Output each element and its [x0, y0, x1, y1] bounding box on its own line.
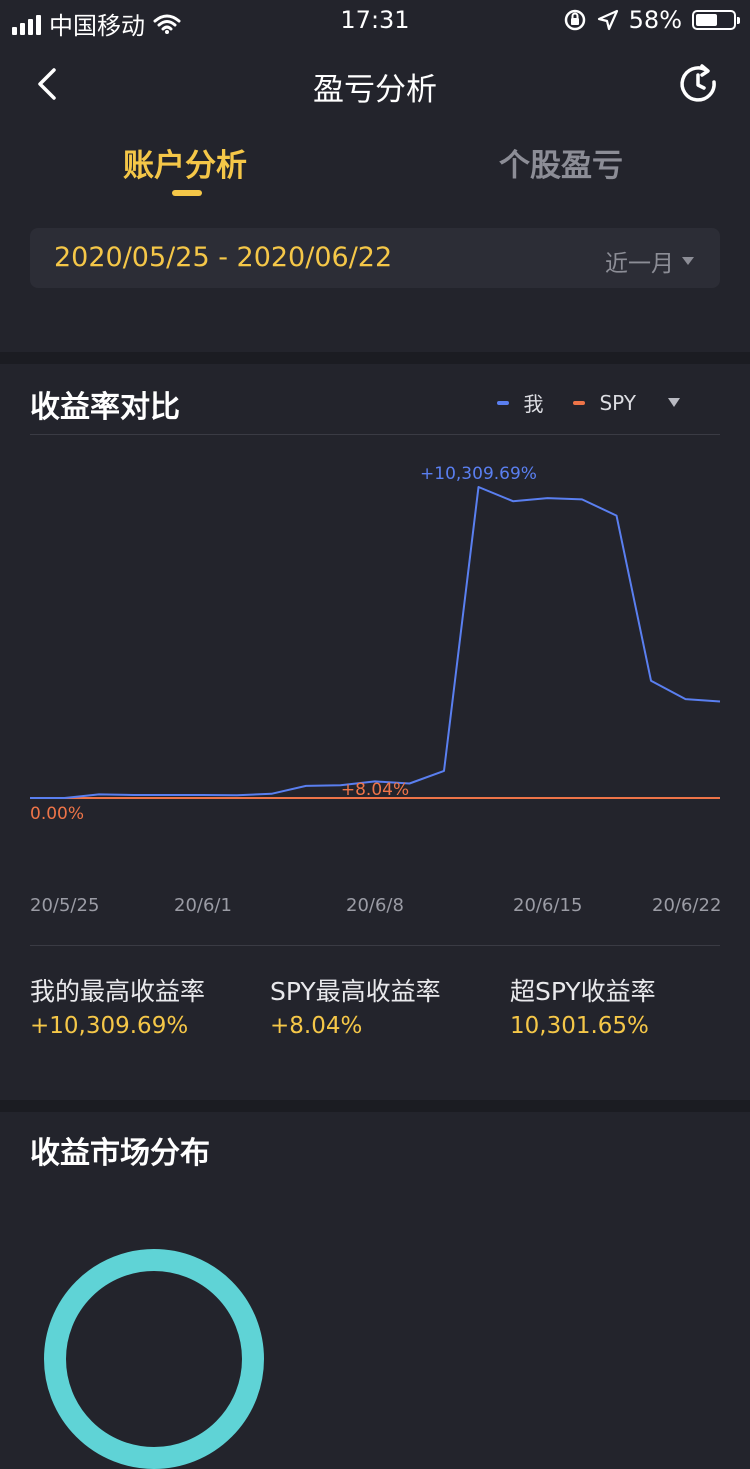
legend-item-spy[interactable]: SPY	[573, 391, 680, 415]
x-tick-label: 20/6/15	[513, 895, 583, 916]
location-arrow-icon	[597, 9, 618, 31]
battery-percent: 58%	[628, 6, 682, 34]
return-compare-chart: +10,309.69% +8.04% 0.00%	[30, 464, 721, 824]
date-range: 2020/05/25 - 2020/06/22	[54, 242, 393, 273]
chart-legend: 我 SPY	[497, 388, 680, 417]
status-bar: 中国移动 17:31 58%	[0, 0, 750, 40]
battery-icon	[692, 10, 740, 30]
legend-swatch-spy	[573, 400, 586, 405]
status-right: 58%	[563, 6, 740, 34]
nav-bar: 盈亏分析	[0, 40, 750, 128]
legend-item-mine: 我	[497, 388, 543, 417]
x-tick-label: 20/6/22	[652, 895, 722, 916]
stat-value-spy-max: +8.04%	[270, 1013, 363, 1039]
tab-account-analysis[interactable]: 账户分析	[123, 148, 247, 184]
legend-label-spy: SPY	[599, 390, 636, 415]
x-tick-label: 20/5/25	[30, 895, 100, 916]
market-distribution-ring	[44, 1249, 264, 1469]
x-tick-label: 20/6/1	[174, 895, 232, 916]
legend-label-mine: 我	[523, 392, 544, 416]
compare-title: 收益率对比	[30, 390, 180, 425]
wifi-icon	[153, 14, 181, 34]
stat-label-mine-max: 我的最高收益率	[30, 977, 206, 1006]
chevron-left-icon[interactable]	[30, 64, 70, 104]
stat-value-excess: 10,301.65%	[510, 1013, 649, 1039]
annotation-baseline: 0.00%	[30, 804, 84, 824]
legend-swatch-mine	[497, 400, 510, 405]
status-left: 中国移动	[12, 6, 181, 41]
refresh-icon[interactable]	[676, 62, 720, 106]
page-title: 盈亏分析	[313, 72, 437, 108]
rotation-lock-icon	[564, 9, 585, 31]
stat-value-mine-max: +10,309.69%	[30, 1013, 189, 1039]
status-time: 17:31	[340, 6, 410, 34]
date-filter[interactable]: 2020/05/25 - 2020/06/22 近一月	[30, 228, 720, 288]
analysis-tabs: 账户分析 个股盈亏	[0, 140, 750, 210]
distribution-title: 收益市场分布	[30, 1136, 210, 1171]
annotation-max-spy: +8.04%	[341, 780, 409, 800]
x-tick-label: 20/6/8	[346, 895, 404, 916]
annotation-max-mine: +10,309.69%	[420, 464, 537, 484]
stats-rule	[30, 945, 720, 946]
carrier-label: 中国移动	[49, 12, 145, 40]
series-line-mine	[30, 486, 721, 799]
tab-stock-pnl[interactable]: 个股盈亏	[499, 148, 623, 184]
caret-down-icon	[682, 257, 694, 265]
stat-label-spy-max: SPY最高收益率	[270, 977, 441, 1006]
period-select[interactable]: 近一月	[605, 244, 694, 278]
caret-down-icon[interactable]	[668, 398, 680, 407]
section-divider	[0, 352, 750, 364]
period-label: 近一月	[605, 251, 674, 277]
section-divider	[0, 1100, 750, 1112]
section-rule	[30, 434, 720, 435]
tab-indicator	[172, 190, 202, 196]
signal-icon	[12, 13, 41, 35]
stat-label-excess: 超SPY收益率	[510, 977, 656, 1006]
